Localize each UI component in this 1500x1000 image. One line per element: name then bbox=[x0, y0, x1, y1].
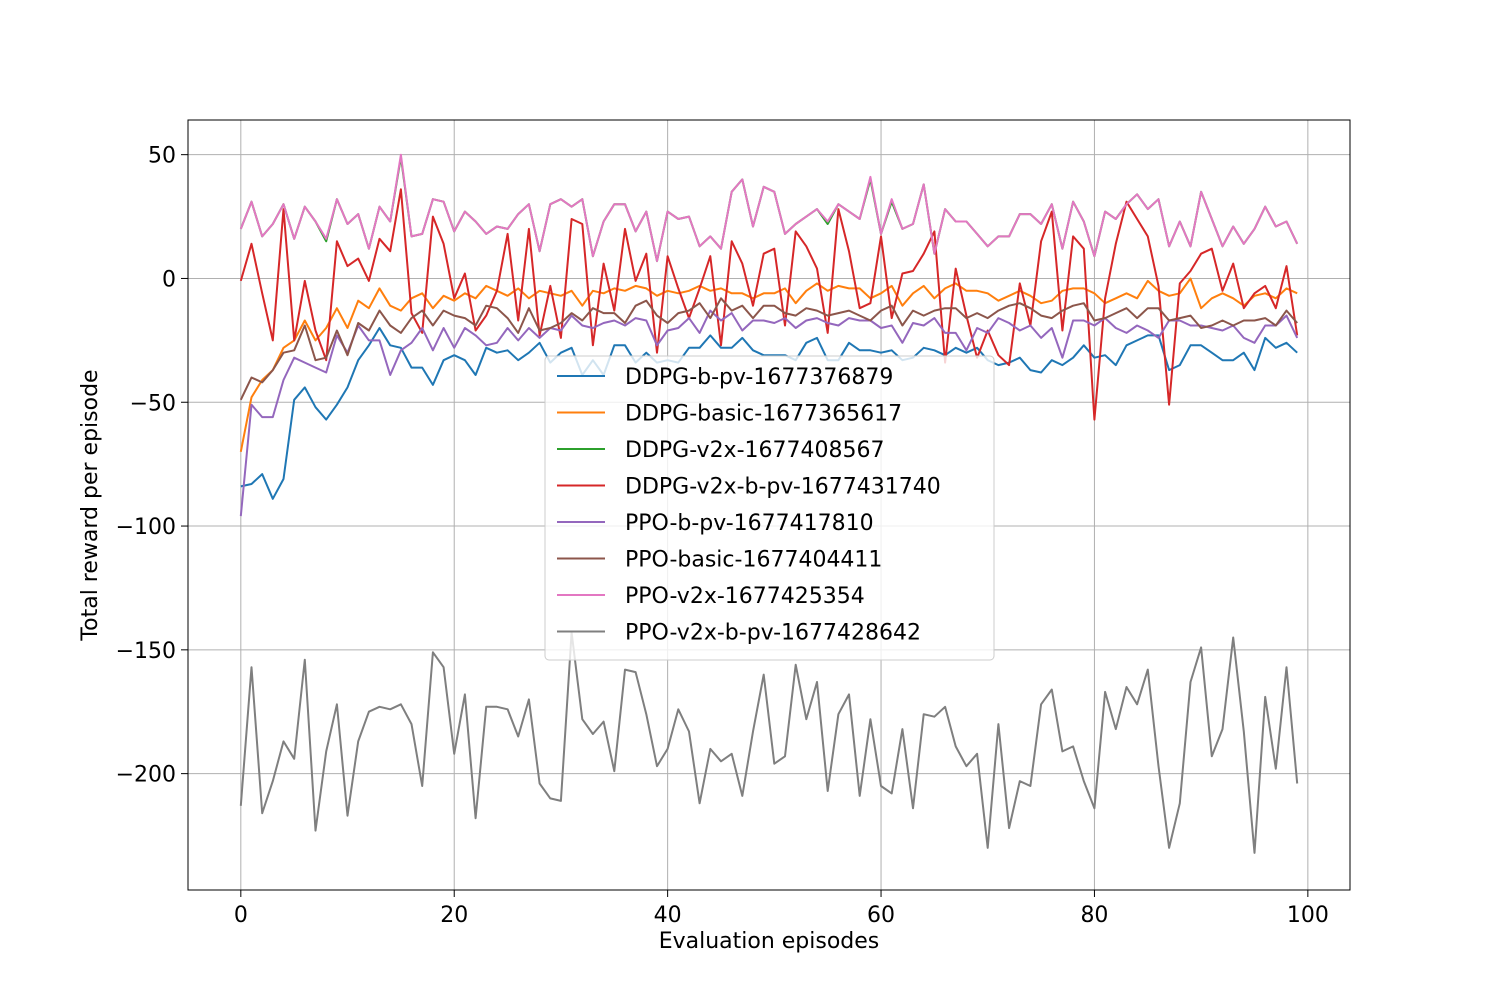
legend-entry: DDPG-v2x-b-pv-1677431740 bbox=[625, 475, 941, 500]
x-tick-label: 40 bbox=[654, 903, 682, 928]
legend-entry: PPO-v2x-1677425354 bbox=[625, 584, 865, 609]
axis-ticks: 0 20 40 60 80 100 −200 −150 −100 −50 0 50 bbox=[116, 144, 1329, 928]
series-line-1 bbox=[239, 277, 1298, 452]
legend-entry: DDPG-v2x-1677408567 bbox=[625, 438, 885, 463]
legend-entry: DDPG-basic-1677365617 bbox=[625, 402, 902, 427]
x-tick-label: 100 bbox=[1287, 903, 1329, 928]
y-tick-label: 0 bbox=[162, 267, 176, 292]
plot-frame bbox=[187, 119, 1351, 891]
y-tick-label: −100 bbox=[116, 515, 176, 540]
y-tick-label: 50 bbox=[148, 144, 176, 169]
y-tick-label: −200 bbox=[116, 763, 176, 788]
series-line-5 bbox=[239, 297, 1298, 401]
series-line-3 bbox=[239, 188, 1299, 421]
series-line-0 bbox=[240, 327, 1298, 500]
legend-entry: DDPG-b-pv-1677376879 bbox=[625, 365, 893, 390]
legend-entry: PPO-v2x-b-pv-1677428642 bbox=[625, 621, 921, 646]
x-tick-label: 0 bbox=[234, 903, 248, 928]
y-tick-label: −50 bbox=[130, 391, 176, 416]
x-axis-label: Evaluation episodes bbox=[659, 929, 880, 954]
series-line-6 bbox=[239, 153, 1299, 263]
y-axis-label: Total reward per episode bbox=[78, 369, 103, 641]
y-tick-label: −150 bbox=[116, 639, 176, 664]
legend-entry: PPO-basic-1677404411 bbox=[625, 548, 882, 573]
series-lines bbox=[239, 153, 1299, 854]
series-line-2 bbox=[239, 156, 1299, 263]
x-tick-label: 20 bbox=[440, 903, 468, 928]
series-line-7 bbox=[239, 631, 1299, 854]
x-tick-label: 60 bbox=[867, 903, 895, 928]
legend: DDPG-b-pv-1677376879 DDPG-basic-167736561… bbox=[544, 355, 995, 661]
series-line-4 bbox=[239, 309, 1299, 517]
x-tick-label: 80 bbox=[1080, 903, 1108, 928]
legend-entry: PPO-b-pv-1677417810 bbox=[625, 511, 874, 536]
legend-box bbox=[544, 355, 995, 661]
